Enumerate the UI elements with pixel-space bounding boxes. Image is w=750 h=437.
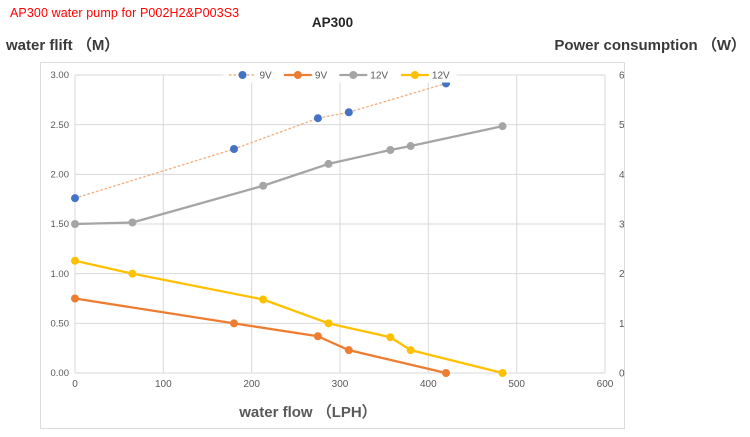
series-9V-right: [71, 79, 450, 203]
data-point: [259, 181, 268, 190]
data-point: [442, 369, 450, 377]
x-axis-tick: 200: [243, 379, 260, 390]
chart-plot: 0.00 0.50 1.00 1.50 2.00 2.50 3.00 0 1 2 3 4 5 6 0 100 2…: [40, 62, 625, 429]
x-axis-tick: 0: [72, 379, 78, 390]
chart-title: AP300: [311, 15, 354, 30]
data-point: [386, 145, 395, 154]
x-axis-tick: 300: [332, 379, 349, 390]
data-point: [230, 145, 238, 154]
left-axis-tick: 0.50: [51, 319, 70, 330]
legend-label: 12V: [432, 71, 450, 82]
legend: 9V 9V 12V 12V: [223, 67, 457, 83]
legend-label: 9V: [260, 71, 273, 82]
x-axis-tick: 600: [597, 379, 614, 390]
left-axis-title: water flift （M）: [6, 37, 120, 54]
legend-label: 9V: [315, 71, 328, 82]
right-axis-title: Power consumption （W）: [554, 37, 746, 54]
legend-label: 12V: [370, 71, 388, 82]
right-axis-tick: 0: [619, 369, 625, 380]
data-point: [498, 122, 507, 131]
data-point: [313, 114, 322, 123]
left-axis-tick: 1.50: [51, 219, 70, 230]
right-axis-tick: 6: [619, 71, 625, 82]
x-axis-title: water flow （LPH）: [238, 403, 377, 421]
data-point: [313, 332, 322, 341]
right-axis-tick: 3: [619, 220, 625, 231]
right-axis-tick: 1: [619, 319, 625, 330]
data-point: [71, 294, 79, 303]
series-12V-right: [71, 122, 507, 228]
data-point: [406, 346, 415, 355]
gridlines: [74, 74, 606, 374]
data-point: [71, 220, 79, 228]
legend-marker: [238, 71, 247, 79]
data-point: [128, 269, 137, 278]
data-point: [344, 346, 353, 355]
data-point: [259, 295, 268, 304]
tick-labels: 0.00 0.50 1.00 1.50 2.00 2.50 3.00 0 1 2 3 4 5 6 0 100 2…: [51, 70, 626, 390]
x-axis-tick: 100: [155, 379, 172, 390]
left-axis-tick: 3.00: [51, 70, 70, 81]
data-point: [498, 369, 507, 377]
data-point: [406, 142, 415, 151]
right-axis-tick: 5: [619, 120, 625, 131]
left-axis-tick: 2.50: [51, 120, 70, 131]
annotation-text: AP300 water pump for P002H2&P003S3: [10, 6, 240, 20]
left-axis-tick: 0.00: [51, 368, 70, 379]
series-9V-left: [71, 294, 450, 377]
data-point: [71, 194, 79, 203]
data-point: [386, 333, 395, 342]
data-point: [344, 108, 353, 117]
data-point: [324, 319, 333, 328]
legend-marker: [349, 71, 358, 79]
left-axis-tick: 1.00: [51, 269, 70, 280]
data-point: [128, 218, 137, 227]
chart-frame-border: [40, 62, 625, 429]
right-axis-tick: 4: [619, 170, 625, 181]
x-axis-tick: 400: [420, 379, 437, 390]
right-axis-tick: 2: [619, 269, 625, 280]
legend-marker: [410, 71, 419, 79]
chart-frame: 0.00 0.50 1.00 1.50 2.00 2.50 3.00 0 1 2 3 4 5 6 0 100 2…: [40, 62, 625, 429]
data-point: [230, 319, 238, 328]
series-12V-left: [71, 256, 507, 377]
data-point: [71, 256, 79, 265]
data-point: [324, 159, 333, 168]
legend-marker: [293, 71, 302, 79]
x-axis-tick: 500: [508, 379, 525, 390]
left-axis-tick: 2.00: [51, 170, 70, 181]
